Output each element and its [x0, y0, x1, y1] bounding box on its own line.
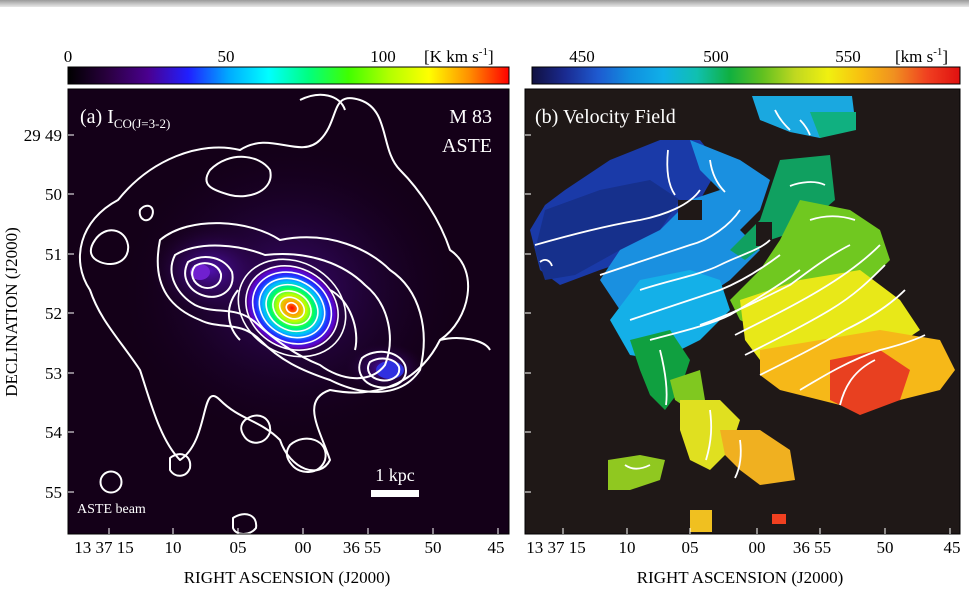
- ra-b-tick-6: 45: [944, 538, 961, 557]
- ra-a-tick-3: 00: [295, 538, 312, 557]
- colorbar-b-unit: [km s-1]: [895, 46, 948, 66]
- colorbar-b: 450 500 550 [km s-1]: [531, 46, 961, 85]
- panel-b-ticks: [525, 134, 951, 534]
- ra-tick-labels-b: 13 37 15 10 05 00 36 55 50 45: [526, 538, 960, 557]
- ra-a-tick-6: 45: [488, 538, 505, 557]
- y-axis-label: DECLINATION (J2000): [2, 227, 21, 397]
- intensity-contours: [78, 93, 491, 534]
- panel-a-image: (a) ICO(J=3-2) M 83 ASTE ASTE beam 1 kpc: [67, 88, 510, 535]
- colorbar-a-tick-0: 0: [64, 47, 73, 66]
- dec-tick-55: 55: [45, 483, 62, 502]
- colorbar-a-tick-100: 100: [370, 47, 396, 66]
- central-peak-contours: [237, 258, 347, 358]
- window-top-border: [0, 0, 969, 7]
- scale-label: 1 kpc: [375, 465, 415, 485]
- colorbar-b-tick-500: 500: [703, 47, 729, 66]
- dec-tick-49: 29 49: [24, 126, 62, 145]
- colorbar-b-tick-450: 450: [569, 47, 595, 66]
- dec-tick-52: 52: [45, 304, 62, 323]
- colorbar-a: 0 50 100 [K km s-1]: [64, 46, 510, 85]
- scale-bar: [371, 490, 419, 497]
- dec-tick-50: 50: [45, 185, 62, 204]
- ra-b-tick-0: 13 37 15: [526, 538, 586, 557]
- colorbar-b-tick-550: 550: [835, 47, 861, 66]
- object-name: M 83: [449, 106, 492, 128]
- ra-b-tick-1: 10: [619, 538, 636, 557]
- ra-a-tick-2: 05: [230, 538, 247, 557]
- isovelocity-contours: [534, 109, 926, 479]
- ra-a-tick-1: 10: [165, 538, 182, 557]
- dec-tick-labels: 29 49 50 51 52 53 54 55: [24, 126, 63, 502]
- dec-tick-54: 54: [45, 423, 63, 442]
- x-axis-label-b: RIGHT ASCENSION (J2000): [637, 568, 844, 587]
- telescope-name: ASTE: [442, 135, 492, 157]
- panel-a-ticks: [68, 134, 499, 534]
- ra-b-tick-4: 36 55: [793, 538, 831, 557]
- beam-circle: [99, 470, 123, 494]
- panel-b-label: (b) Velocity Field: [535, 106, 676, 128]
- dec-tick-51: 51: [45, 245, 62, 264]
- ra-a-tick-4: 36 55: [343, 538, 381, 557]
- ra-b-tick-2: 05: [682, 538, 699, 557]
- x-axis-label-a: RIGHT ASCENSION (J2000): [184, 568, 391, 587]
- ra-a-tick-0: 13 37 15: [74, 538, 134, 557]
- panel-a-label: (a) ICO(J=3-2): [80, 106, 170, 131]
- ra-b-tick-5: 50: [877, 538, 894, 557]
- colorbar-a-unit: [K km s-1]: [424, 46, 494, 66]
- ra-a-tick-5: 50: [425, 538, 442, 557]
- ra-tick-labels-a: 13 37 15 10 05 00 36 55 50 45: [74, 538, 504, 557]
- beam-label: ASTE beam: [77, 502, 146, 517]
- dec-tick-53: 53: [45, 364, 62, 383]
- ra-b-tick-3: 00: [749, 538, 766, 557]
- panel-b-image: (b) Velocity Field: [524, 88, 961, 535]
- colorbar-a-tick-50: 50: [218, 47, 235, 66]
